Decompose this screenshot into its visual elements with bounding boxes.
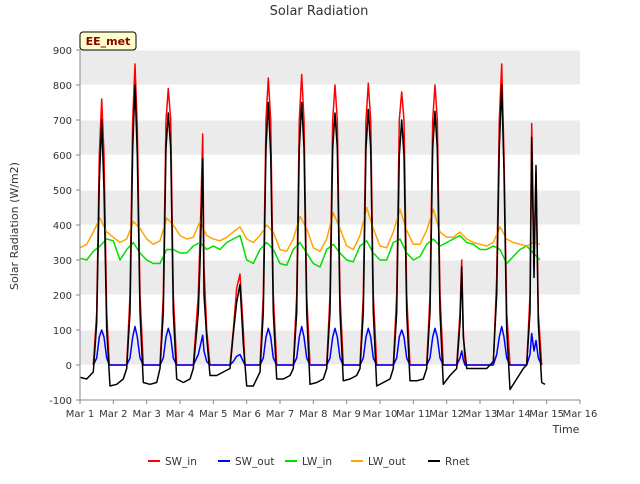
series-line-lw-out	[79, 206, 541, 253]
x-tick-label: Mar 2	[99, 409, 127, 420]
x-tick-label: Mar 6	[232, 409, 260, 420]
y-tick-label: 700	[53, 116, 72, 127]
y-tick-label: 300	[53, 256, 72, 267]
x-tick-label: Mar 9	[332, 409, 360, 420]
series-layer	[79, 63, 546, 391]
legend-label: SW_in	[165, 456, 197, 468]
x-tick-label: Mar 10	[363, 409, 398, 420]
x-tick-label: Mar 5	[199, 409, 227, 420]
grid-band	[80, 120, 580, 155]
x-tick-label: Mar 3	[132, 409, 160, 420]
x-tick-label: Mar 14	[496, 409, 531, 420]
x-tick-label: Mar 11	[396, 409, 431, 420]
y-tick-label: 0	[66, 361, 72, 372]
site-label-box: EE_met	[79, 31, 137, 51]
y-axis-label: Solar Radiation (W/m2)	[8, 162, 21, 290]
chart-title: Solar Radiation	[270, 4, 369, 19]
x-tick-label: Mar 4	[166, 409, 194, 420]
y-tick-label: 100	[53, 326, 72, 337]
x-tick-label: Mar 15	[529, 409, 564, 420]
series-line-rnet	[79, 84, 546, 391]
x-tick-label: Mar 12	[429, 409, 464, 420]
x-tick-label: Mar 7	[266, 409, 294, 420]
legend-label: Rnet	[445, 456, 470, 468]
y-tick-label: 800	[53, 81, 72, 92]
y-tick-label: 500	[53, 186, 72, 197]
x-tick-label: Mar 1	[66, 409, 94, 420]
y-tick-label: 900	[53, 46, 72, 57]
x-tick-label: Mar 16	[563, 409, 598, 420]
x-tick-label: Mar 8	[299, 409, 327, 420]
axes-layer: -100 0 100 200 300 400 500 600 700 800 900 Mar 1 Mar…	[49, 46, 597, 420]
grid-band	[80, 50, 580, 85]
legend-label: LW_out	[368, 456, 406, 468]
grid-band	[80, 190, 580, 225]
site-label-background	[79, 31, 137, 51]
legend-label: LW_in	[302, 456, 332, 468]
y-tick-label: 400	[53, 221, 72, 232]
y-tick-label: 200	[53, 291, 72, 302]
legend-label: SW_out	[235, 456, 275, 468]
site-label: EE_met	[86, 35, 131, 48]
x-tick-label: Mar 13	[463, 409, 498, 420]
series-line-sw-out	[92, 325, 543, 366]
y-tick-label: 600	[53, 151, 72, 162]
y-tick-label: -100	[49, 396, 72, 407]
series-line-lw-in	[79, 234, 541, 268]
x-axis-label: Time	[552, 423, 580, 436]
legend-layer: SW_in SW_out LW_in LW_out Rnet	[148, 456, 470, 468]
